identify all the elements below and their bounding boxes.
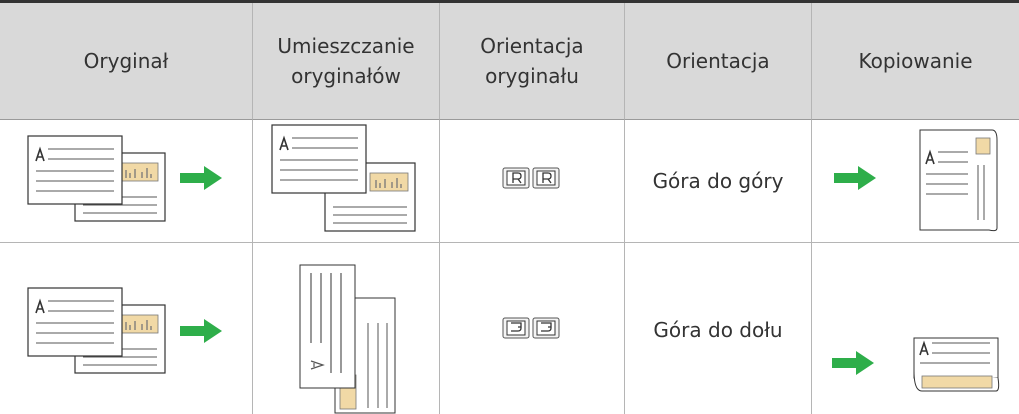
orientation-icon: [502, 317, 560, 339]
body-cell: Góra do góry: [625, 120, 812, 243]
placement-icon: [271, 124, 416, 232]
header-cell: Umieszczanie oryginałów: [253, 3, 440, 120]
copy-icon: [834, 129, 998, 232]
original-icon-cell: [0, 243, 253, 414]
original-icon-cell: [0, 120, 253, 243]
placement-icon-cell: [253, 120, 440, 243]
body-cell: Góra do dołu: [625, 243, 812, 414]
copy-icon-cell: [812, 243, 1019, 414]
placement-icon: [299, 264, 396, 414]
orientation-icon-cell: [440, 243, 625, 414]
original-icon: [27, 135, 222, 222]
header-cell: Orientacja oryginału: [440, 3, 625, 120]
copy-icon-cell: [812, 120, 1019, 243]
orientation-icon-cell: [440, 120, 625, 243]
header-cell: Kopiowanie: [812, 3, 1019, 120]
orientation-icon: [502, 167, 560, 189]
header-cell: Orientacja: [625, 3, 812, 120]
original-icon: [27, 287, 222, 374]
header-cell: Oryginał: [0, 3, 253, 120]
copy-icon: [832, 337, 1000, 392]
placement-icon-cell: [253, 243, 440, 414]
